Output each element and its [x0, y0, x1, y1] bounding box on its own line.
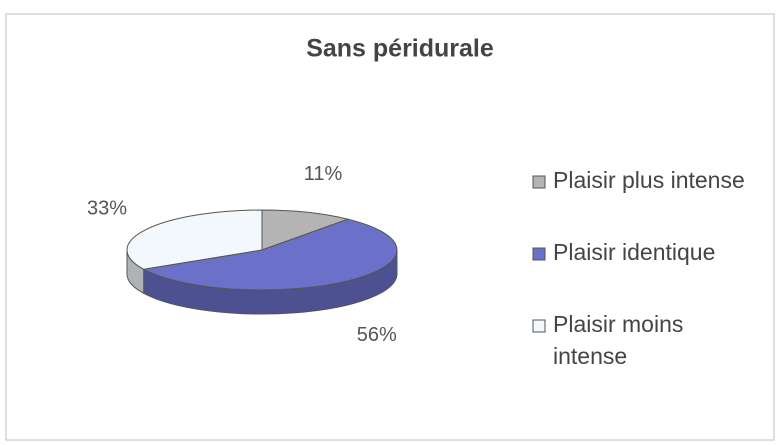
- data-label: 56%: [357, 324, 397, 346]
- legend-swatch: [532, 319, 546, 333]
- chart-title: Sans péridurale: [306, 35, 494, 63]
- legend-label-line: Plaisir plus intense: [553, 167, 745, 193]
- data-label: 11%: [304, 163, 343, 185]
- legend-swatch: [532, 175, 546, 189]
- legend-label-line: Plaisir moins: [553, 311, 690, 337]
- legend-label: Plaisir identique: [553, 239, 715, 265]
- legend-label-line: intense: [553, 343, 627, 369]
- pie-slice: [261, 209, 350, 251]
- pie-slice: [126, 209, 263, 270]
- chart-frame: [5, 13, 775, 441]
- legend-label-line: Plaisir identique: [553, 239, 715, 265]
- legend-swatch: [532, 247, 546, 261]
- legend-label: Plaisir plus intense: [553, 167, 745, 193]
- legend-label: Plaisir moins intense: [553, 311, 690, 369]
- data-label: 33%: [87, 198, 127, 220]
- pie-slice: [142, 218, 398, 291]
